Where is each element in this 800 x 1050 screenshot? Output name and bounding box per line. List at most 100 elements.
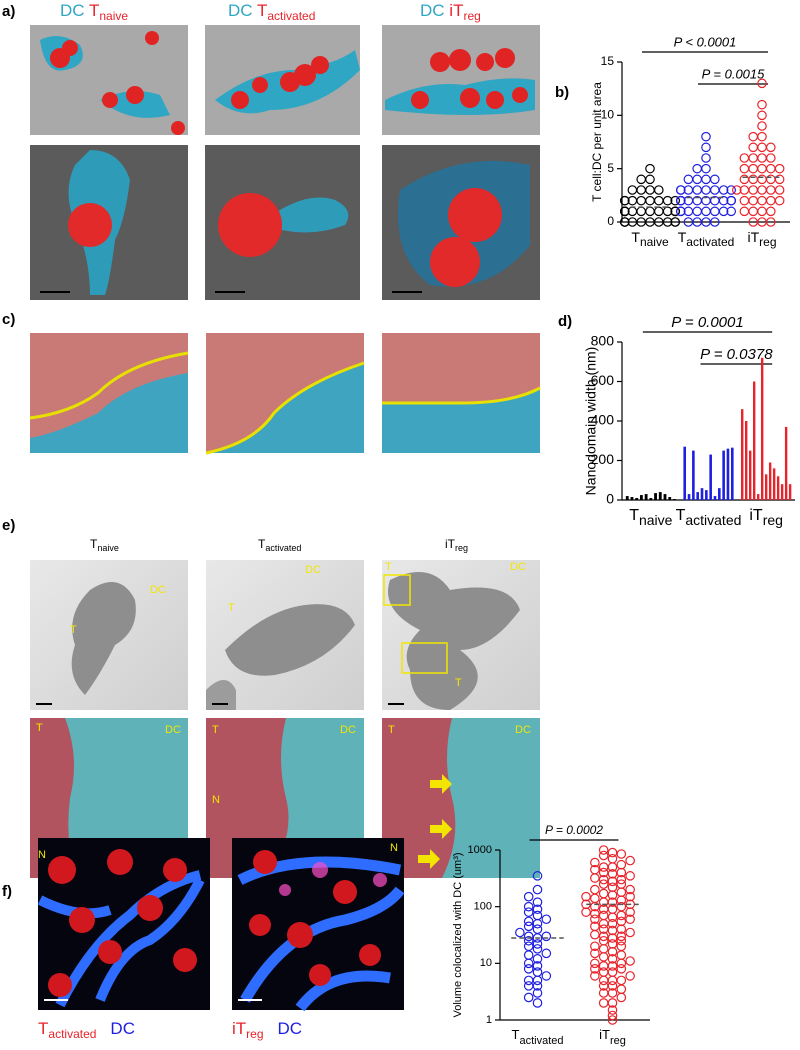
data-point [739, 174, 750, 185]
data-point [757, 153, 767, 163]
data-point [636, 185, 646, 195]
data-point [616, 958, 627, 969]
data-point [670, 217, 680, 227]
data-point [757, 142, 767, 153]
data-point [616, 916, 627, 927]
data-point [598, 961, 609, 971]
data-point [532, 967, 543, 977]
bar [776, 476, 780, 500]
data-point [616, 879, 627, 889]
data-point [523, 931, 534, 942]
data-point [718, 195, 729, 206]
confocal [37, 838, 405, 1012]
bar [709, 454, 712, 500]
y-tick-label: 5 [607, 161, 614, 175]
data-point [670, 195, 680, 206]
cell-label: N [38, 849, 46, 861]
data-point [731, 185, 742, 195]
data-point [710, 206, 720, 217]
data-point [654, 195, 664, 206]
data-point [515, 927, 525, 938]
data-point [625, 927, 635, 938]
data-point [581, 891, 591, 902]
data-point [627, 185, 638, 195]
data-point [662, 217, 673, 227]
bar [718, 488, 721, 500]
cell-label: DC [510, 561, 526, 573]
data-point [607, 1005, 618, 1015]
data-point [598, 850, 609, 861]
cell-label: DC [305, 564, 321, 576]
bar [748, 450, 752, 500]
y-tick-label: 0 [606, 491, 614, 507]
data-point [619, 217, 630, 227]
data-point [607, 975, 618, 986]
data-point [598, 931, 609, 942]
data-point [625, 956, 635, 966]
bar [649, 498, 653, 500]
data-point [590, 914, 600, 925]
data-point [766, 142, 776, 153]
data-point [701, 131, 711, 142]
data-point [598, 867, 609, 878]
data-point [683, 174, 694, 185]
data-point [710, 217, 720, 227]
data-point [523, 907, 534, 917]
x-tick-label-sub: naive [640, 235, 669, 249]
data-point [625, 884, 635, 895]
bar [639, 495, 643, 500]
data-point [590, 941, 600, 952]
data-point [616, 992, 627, 1003]
cell-label: T [455, 677, 462, 689]
data-point [590, 857, 600, 868]
data-point [532, 954, 543, 964]
data-point [627, 195, 638, 206]
data-point [523, 992, 534, 1003]
data-point [590, 864, 600, 875]
data-point [645, 174, 655, 185]
data-point [532, 998, 543, 1008]
x-tick-label-main: T [512, 1027, 520, 1042]
data-point [662, 195, 673, 206]
data-point [625, 855, 635, 866]
data-point [710, 185, 720, 195]
data-point [616, 901, 627, 912]
y-tick-label: 10 [601, 108, 615, 122]
y-tick-label: 400 [591, 412, 615, 428]
cell-label: T [388, 724, 395, 736]
data-point [718, 185, 729, 195]
data-point [670, 206, 680, 217]
p-value: P = 0.0001 [671, 314, 743, 331]
data-point [616, 849, 627, 859]
data-point [541, 948, 552, 959]
bar [692, 450, 695, 500]
panel-label: e) [2, 517, 15, 534]
data-point [523, 975, 534, 986]
data-point [701, 153, 711, 163]
data-point [532, 975, 543, 986]
data-point [607, 1015, 618, 1025]
data-point [607, 939, 618, 949]
data-point [616, 964, 627, 974]
data-point [654, 185, 664, 195]
data-point [616, 935, 627, 946]
y-tick-label: 600 [591, 372, 615, 388]
data-point [523, 935, 534, 946]
data-point [757, 110, 767, 121]
bar [760, 357, 764, 500]
data-point [616, 931, 627, 942]
data-point [523, 964, 534, 974]
data-point [748, 174, 758, 185]
data-point [523, 916, 534, 927]
bar [764, 474, 768, 500]
data-point [739, 185, 750, 195]
y-tick-label: 0 [607, 214, 614, 228]
bar [683, 446, 687, 500]
data-point [590, 971, 600, 981]
data-point [683, 195, 694, 206]
panel-label: f) [2, 883, 12, 900]
cell-label: T [70, 624, 77, 636]
x-tick-label-main: T [676, 507, 686, 524]
data-point [616, 941, 627, 952]
